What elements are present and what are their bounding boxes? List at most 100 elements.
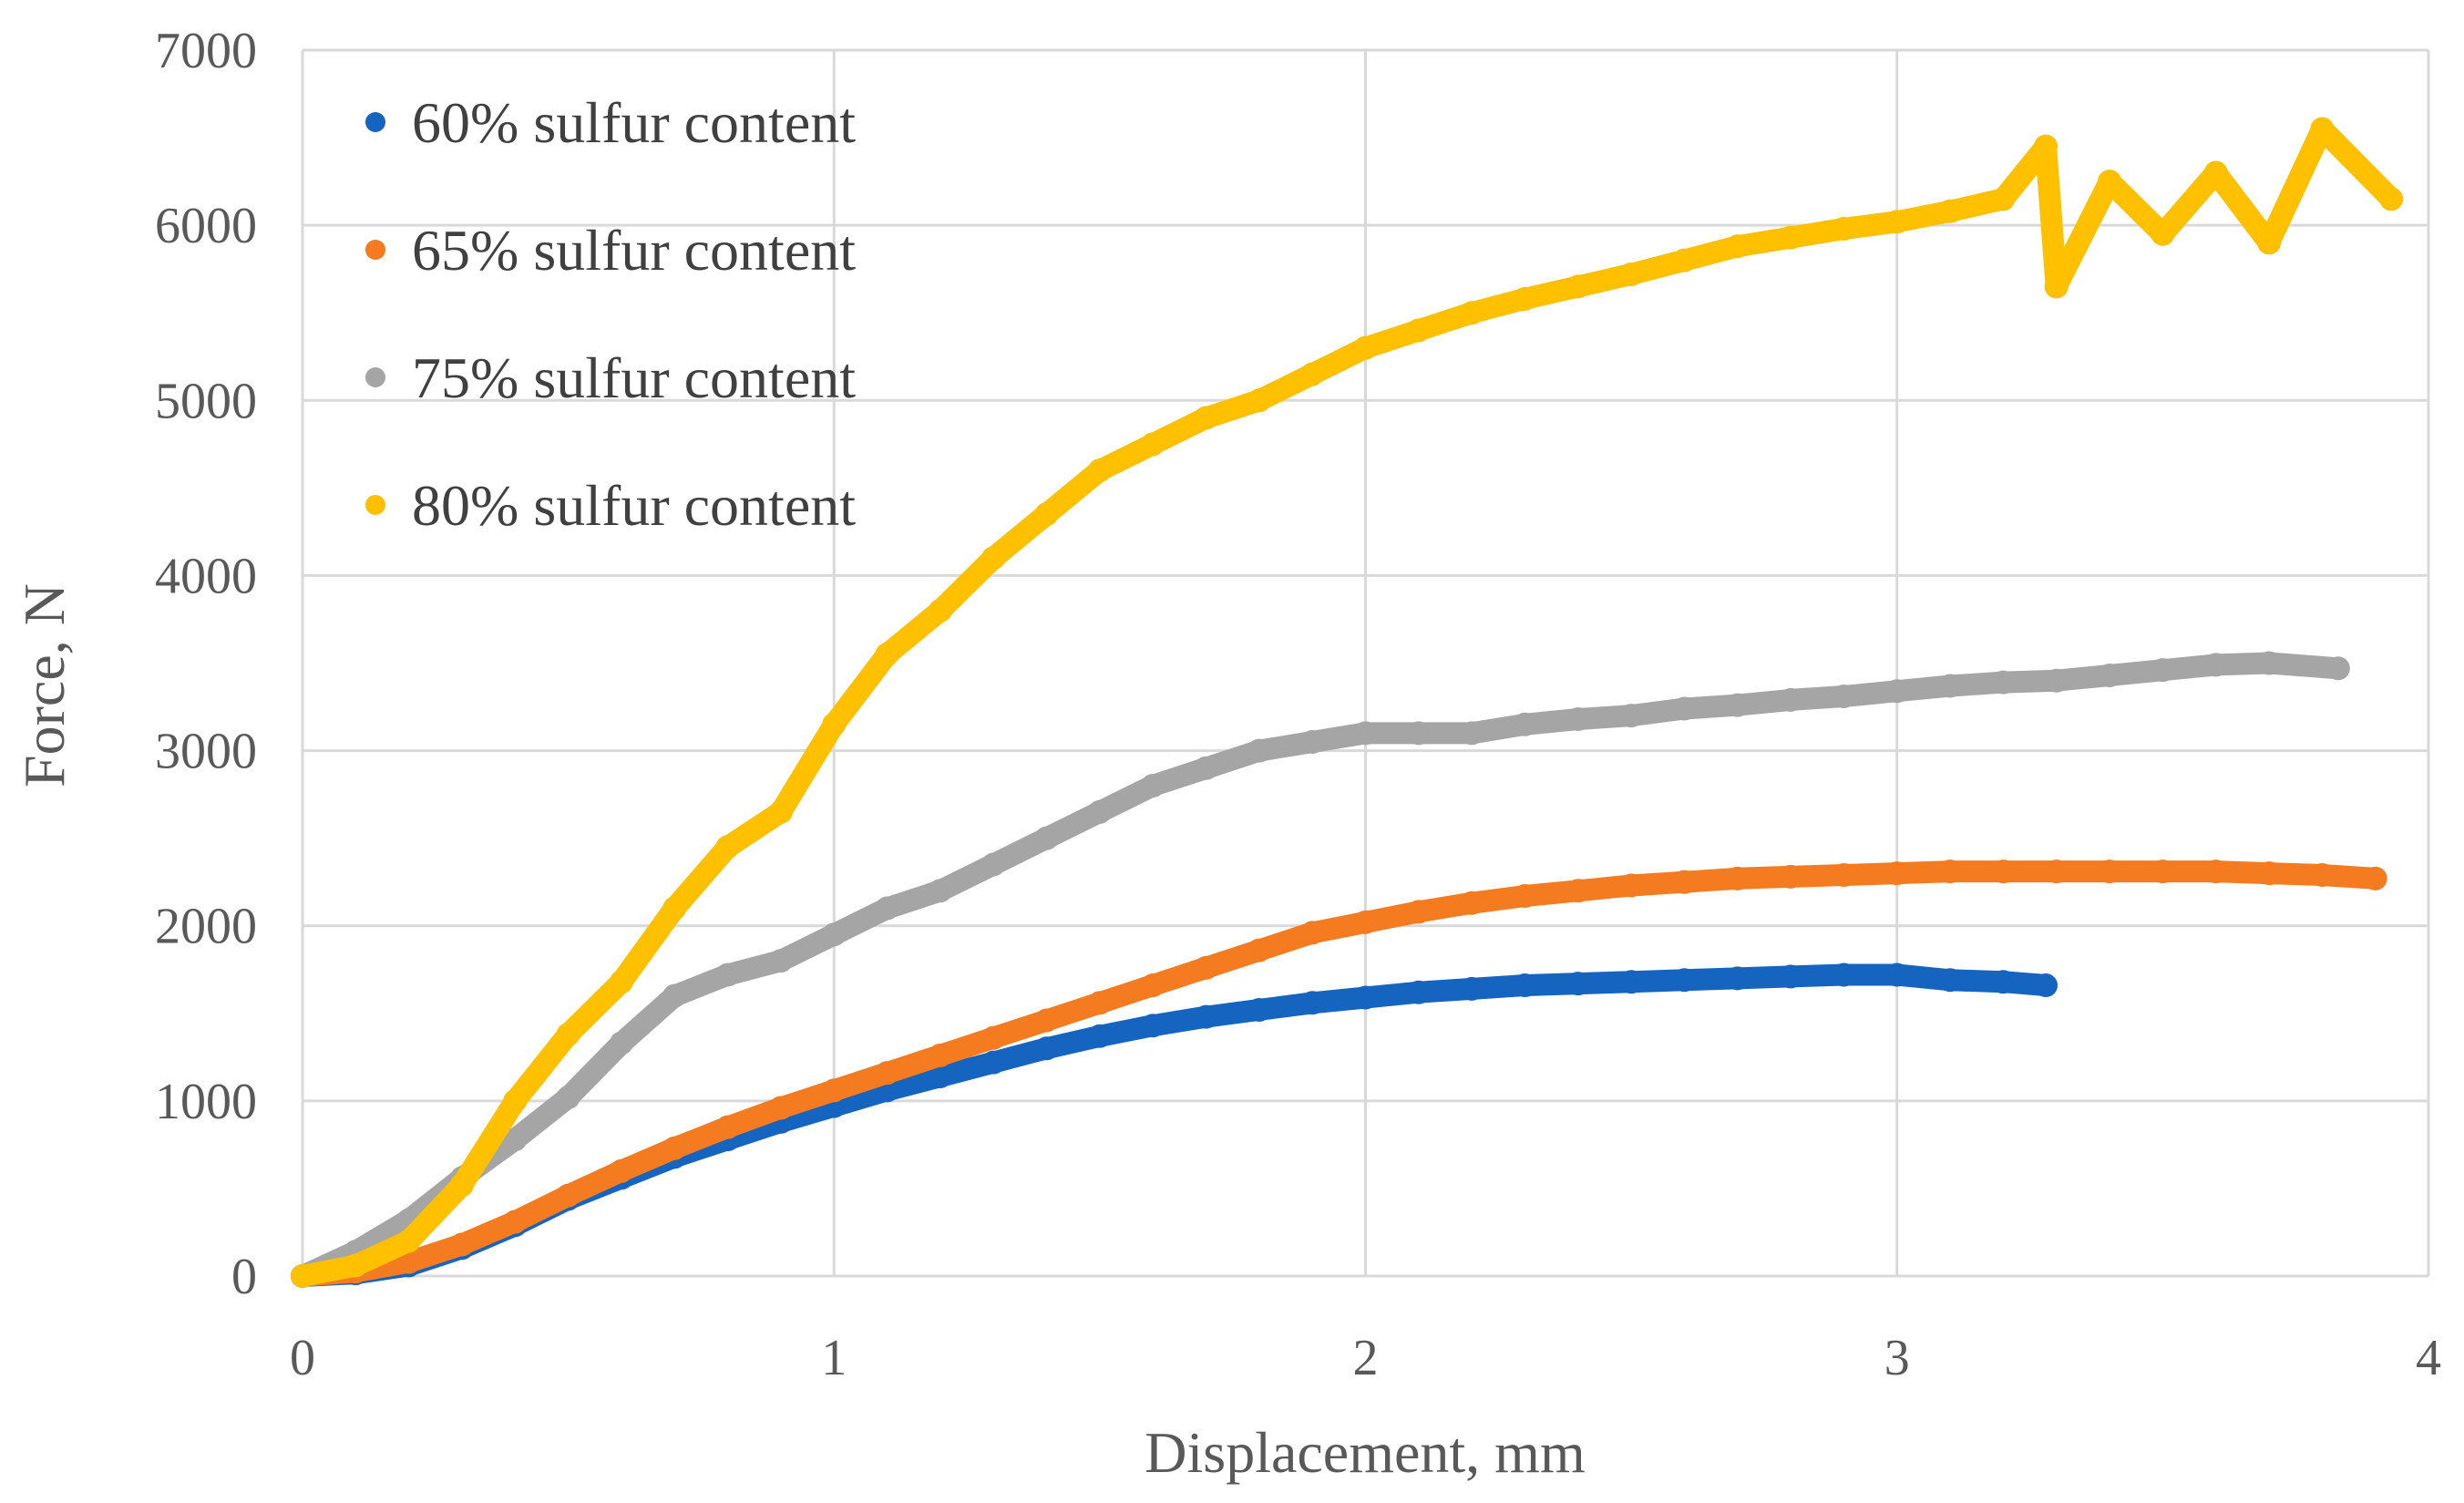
data-point [449, 1173, 474, 1198]
data-point [1884, 210, 1909, 234]
data-point [1513, 884, 1537, 909]
data-point [1725, 234, 1750, 259]
data-point [1353, 335, 1378, 360]
legend-label: 75% sulfur content [412, 345, 856, 410]
data-point [1460, 890, 1484, 915]
y-tick-label: 5000 [155, 373, 257, 429]
data-point [396, 1250, 421, 1274]
data-point [1247, 997, 1271, 1022]
data-point [1194, 756, 1218, 780]
data-point [2044, 860, 2069, 884]
data-point [1619, 873, 1644, 898]
data-point [1779, 864, 1803, 889]
data-point [1087, 1024, 1112, 1048]
data-point [1725, 866, 1750, 890]
data-point [1884, 679, 1909, 704]
data-point [1194, 1004, 1218, 1029]
data-point [1247, 388, 1271, 413]
data-point [1779, 225, 1803, 250]
data-point [2257, 861, 2282, 886]
series-band [292, 860, 2387, 1287]
data-point [822, 1078, 847, 1103]
data-point [715, 835, 740, 860]
legend-marker [365, 240, 385, 260]
legend-label: 80% sulfur content [412, 473, 856, 538]
data-point [1513, 286, 1537, 311]
data-point [291, 1264, 314, 1288]
data-point [1087, 991, 1112, 1015]
legend-item: 75% sulfur content [365, 345, 856, 410]
data-point [1300, 729, 1325, 754]
data-point [1247, 738, 1271, 763]
data-point [928, 1064, 952, 1088]
legend-label: 65% sulfur content [412, 218, 856, 283]
data-point [662, 896, 687, 921]
data-point [1513, 973, 1537, 998]
data-point [1672, 870, 1697, 894]
data-point [1406, 980, 1431, 1004]
data-point [1034, 502, 1059, 527]
data-point [875, 896, 899, 921]
series-1 [291, 963, 2058, 1288]
series-3 [291, 651, 2350, 1288]
data-point [609, 1031, 633, 1055]
data-point [1247, 938, 1271, 963]
data-point [1300, 921, 1325, 945]
data-point [1672, 968, 1697, 993]
data-point [2203, 160, 2228, 185]
data-point [2098, 663, 2122, 687]
data-point [981, 1050, 1006, 1075]
data-point [2257, 651, 2282, 675]
legend: 60% sulfur content 65% sulfur content 75% … [365, 90, 856, 538]
data-point [503, 1127, 528, 1152]
data-point [609, 1158, 633, 1183]
legend-label: 60% sulfur content [412, 90, 856, 155]
y-tick-label: 3000 [155, 724, 257, 780]
data-point [2034, 973, 2058, 998]
data-point [928, 1043, 952, 1067]
y-axis-title: Force, N [12, 583, 77, 788]
data-point [1725, 966, 1750, 991]
x-tick-label: 1 [821, 1330, 847, 1386]
data-point [1194, 406, 1218, 430]
y-tick-label: 0 [231, 1249, 257, 1305]
legend-marker [365, 112, 385, 132]
data-point [1991, 670, 2016, 695]
data-point [1406, 318, 1431, 343]
data-point [928, 879, 952, 903]
data-point [662, 983, 687, 1008]
y-tick-label: 1000 [155, 1074, 257, 1130]
data-point [1460, 721, 1484, 746]
data-point [1884, 963, 1909, 987]
data-point [556, 1086, 580, 1110]
data-point [715, 1115, 740, 1139]
data-point [2151, 658, 2175, 683]
data-point [2379, 187, 2404, 211]
data-point [1779, 687, 1803, 712]
data-point [1141, 432, 1165, 457]
data-point [344, 1253, 368, 1278]
data-point [1619, 970, 1644, 994]
legend-item: 80% sulfur content [365, 473, 856, 538]
data-point [609, 970, 633, 994]
data-point [2098, 170, 2122, 194]
data-point [1884, 861, 1909, 886]
data-point [768, 799, 793, 824]
tick-labels: 0 1000 2000 3000 4000 5000 6000 7000 0 1 2 3 4 [155, 23, 2441, 1386]
series-4 [291, 117, 2404, 1288]
data-point [2203, 653, 2228, 677]
data-point [981, 1025, 1006, 1050]
data-point [822, 712, 847, 736]
data-point [1725, 693, 1750, 717]
data-point [1406, 721, 1431, 746]
data-point [2310, 117, 2335, 141]
data-point [556, 1022, 580, 1046]
data-point [768, 949, 793, 973]
x-tick-label: 2 [1353, 1330, 1379, 1386]
y-tick-label: 6000 [155, 198, 257, 254]
data-point [1832, 216, 1856, 241]
data-point [503, 1210, 528, 1234]
data-point [1353, 721, 1378, 746]
data-point [2257, 231, 2282, 255]
